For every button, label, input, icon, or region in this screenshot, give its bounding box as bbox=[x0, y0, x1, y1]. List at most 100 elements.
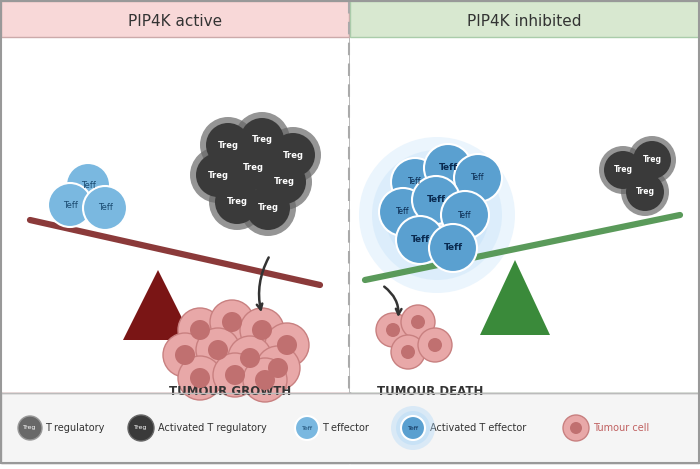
Circle shape bbox=[228, 336, 272, 380]
Circle shape bbox=[66, 163, 110, 207]
Circle shape bbox=[213, 353, 257, 397]
Circle shape bbox=[396, 411, 430, 445]
Circle shape bbox=[206, 123, 250, 167]
Circle shape bbox=[222, 312, 242, 332]
Circle shape bbox=[441, 191, 489, 239]
Circle shape bbox=[190, 368, 210, 388]
Text: Treg: Treg bbox=[613, 166, 633, 174]
Circle shape bbox=[268, 358, 288, 378]
Text: T regulatory: T regulatory bbox=[45, 423, 104, 433]
Text: Treg: Treg bbox=[274, 177, 295, 187]
Text: Treg: Treg bbox=[227, 197, 248, 206]
Text: Teff: Teff bbox=[443, 243, 463, 252]
Circle shape bbox=[234, 112, 290, 168]
Circle shape bbox=[18, 416, 42, 440]
Circle shape bbox=[418, 328, 452, 362]
Circle shape bbox=[391, 406, 435, 450]
Text: Teff: Teff bbox=[396, 207, 410, 217]
Text: Treg: Treg bbox=[242, 164, 263, 173]
Circle shape bbox=[200, 117, 256, 173]
Text: Teff: Teff bbox=[438, 164, 458, 173]
Circle shape bbox=[379, 188, 427, 236]
Text: Teff: Teff bbox=[408, 177, 421, 187]
Circle shape bbox=[412, 176, 460, 224]
Text: Teff: Teff bbox=[302, 425, 312, 431]
Circle shape bbox=[240, 348, 260, 368]
Circle shape bbox=[376, 313, 410, 347]
Circle shape bbox=[210, 300, 254, 344]
Circle shape bbox=[385, 163, 489, 267]
FancyBboxPatch shape bbox=[1, 1, 349, 463]
Circle shape bbox=[396, 216, 444, 264]
Text: Teff: Teff bbox=[62, 201, 78, 210]
Text: Teff: Teff bbox=[410, 235, 430, 244]
Circle shape bbox=[401, 305, 435, 339]
Circle shape bbox=[295, 416, 319, 440]
Circle shape bbox=[196, 328, 240, 372]
Text: Treg: Treg bbox=[23, 425, 36, 431]
Text: Treg: Treg bbox=[258, 204, 279, 212]
Circle shape bbox=[163, 333, 207, 377]
Polygon shape bbox=[480, 260, 550, 335]
Text: Treg: Treg bbox=[643, 156, 662, 165]
Circle shape bbox=[240, 180, 296, 236]
Circle shape bbox=[225, 140, 281, 196]
Text: TUMOUR GROWTH: TUMOUR GROWTH bbox=[169, 385, 291, 398]
Circle shape bbox=[626, 173, 664, 211]
Text: Activated T regulatory: Activated T regulatory bbox=[158, 423, 267, 433]
Circle shape bbox=[252, 320, 272, 340]
FancyBboxPatch shape bbox=[1, 1, 349, 37]
Circle shape bbox=[628, 136, 676, 184]
Circle shape bbox=[83, 186, 127, 230]
Text: Treg: Treg bbox=[134, 425, 148, 431]
Circle shape bbox=[599, 146, 647, 194]
Circle shape bbox=[48, 183, 92, 227]
FancyBboxPatch shape bbox=[350, 37, 699, 392]
Text: PIP4K active: PIP4K active bbox=[128, 15, 222, 30]
Text: Treg: Treg bbox=[283, 151, 304, 159]
Circle shape bbox=[424, 144, 472, 192]
Circle shape bbox=[208, 340, 228, 360]
Circle shape bbox=[401, 345, 415, 359]
Circle shape bbox=[265, 127, 321, 183]
Circle shape bbox=[454, 154, 502, 202]
FancyBboxPatch shape bbox=[1, 393, 699, 463]
Circle shape bbox=[128, 415, 154, 441]
Text: Teff: Teff bbox=[426, 196, 446, 204]
Circle shape bbox=[359, 137, 515, 293]
Text: TUMOUR DEATH: TUMOUR DEATH bbox=[377, 385, 483, 398]
Circle shape bbox=[372, 150, 502, 280]
Circle shape bbox=[621, 168, 669, 216]
Circle shape bbox=[178, 308, 222, 352]
Polygon shape bbox=[123, 270, 193, 340]
Circle shape bbox=[190, 320, 210, 340]
Circle shape bbox=[277, 335, 297, 355]
Circle shape bbox=[196, 153, 240, 197]
Text: Teff: Teff bbox=[471, 174, 484, 182]
Circle shape bbox=[391, 158, 439, 206]
FancyBboxPatch shape bbox=[350, 1, 699, 37]
Circle shape bbox=[570, 422, 582, 434]
FancyBboxPatch shape bbox=[350, 1, 699, 463]
Circle shape bbox=[240, 308, 284, 352]
Circle shape bbox=[401, 416, 425, 440]
FancyBboxPatch shape bbox=[1, 37, 349, 392]
Text: Treg: Treg bbox=[636, 188, 654, 197]
Circle shape bbox=[386, 323, 400, 337]
Text: Teff: Teff bbox=[458, 211, 472, 219]
Circle shape bbox=[429, 224, 477, 272]
Circle shape bbox=[391, 335, 425, 369]
Circle shape bbox=[240, 118, 284, 162]
Circle shape bbox=[262, 160, 306, 204]
Circle shape bbox=[563, 415, 589, 441]
Text: Teff: Teff bbox=[97, 204, 113, 212]
Circle shape bbox=[175, 345, 195, 365]
Text: Treg: Treg bbox=[218, 141, 239, 150]
Circle shape bbox=[246, 186, 290, 230]
Circle shape bbox=[604, 151, 642, 189]
Circle shape bbox=[178, 356, 222, 400]
Circle shape bbox=[231, 146, 275, 190]
Text: PIP4K inhibited: PIP4K inhibited bbox=[467, 15, 581, 30]
Text: Teff: Teff bbox=[407, 425, 419, 431]
Circle shape bbox=[411, 315, 425, 329]
